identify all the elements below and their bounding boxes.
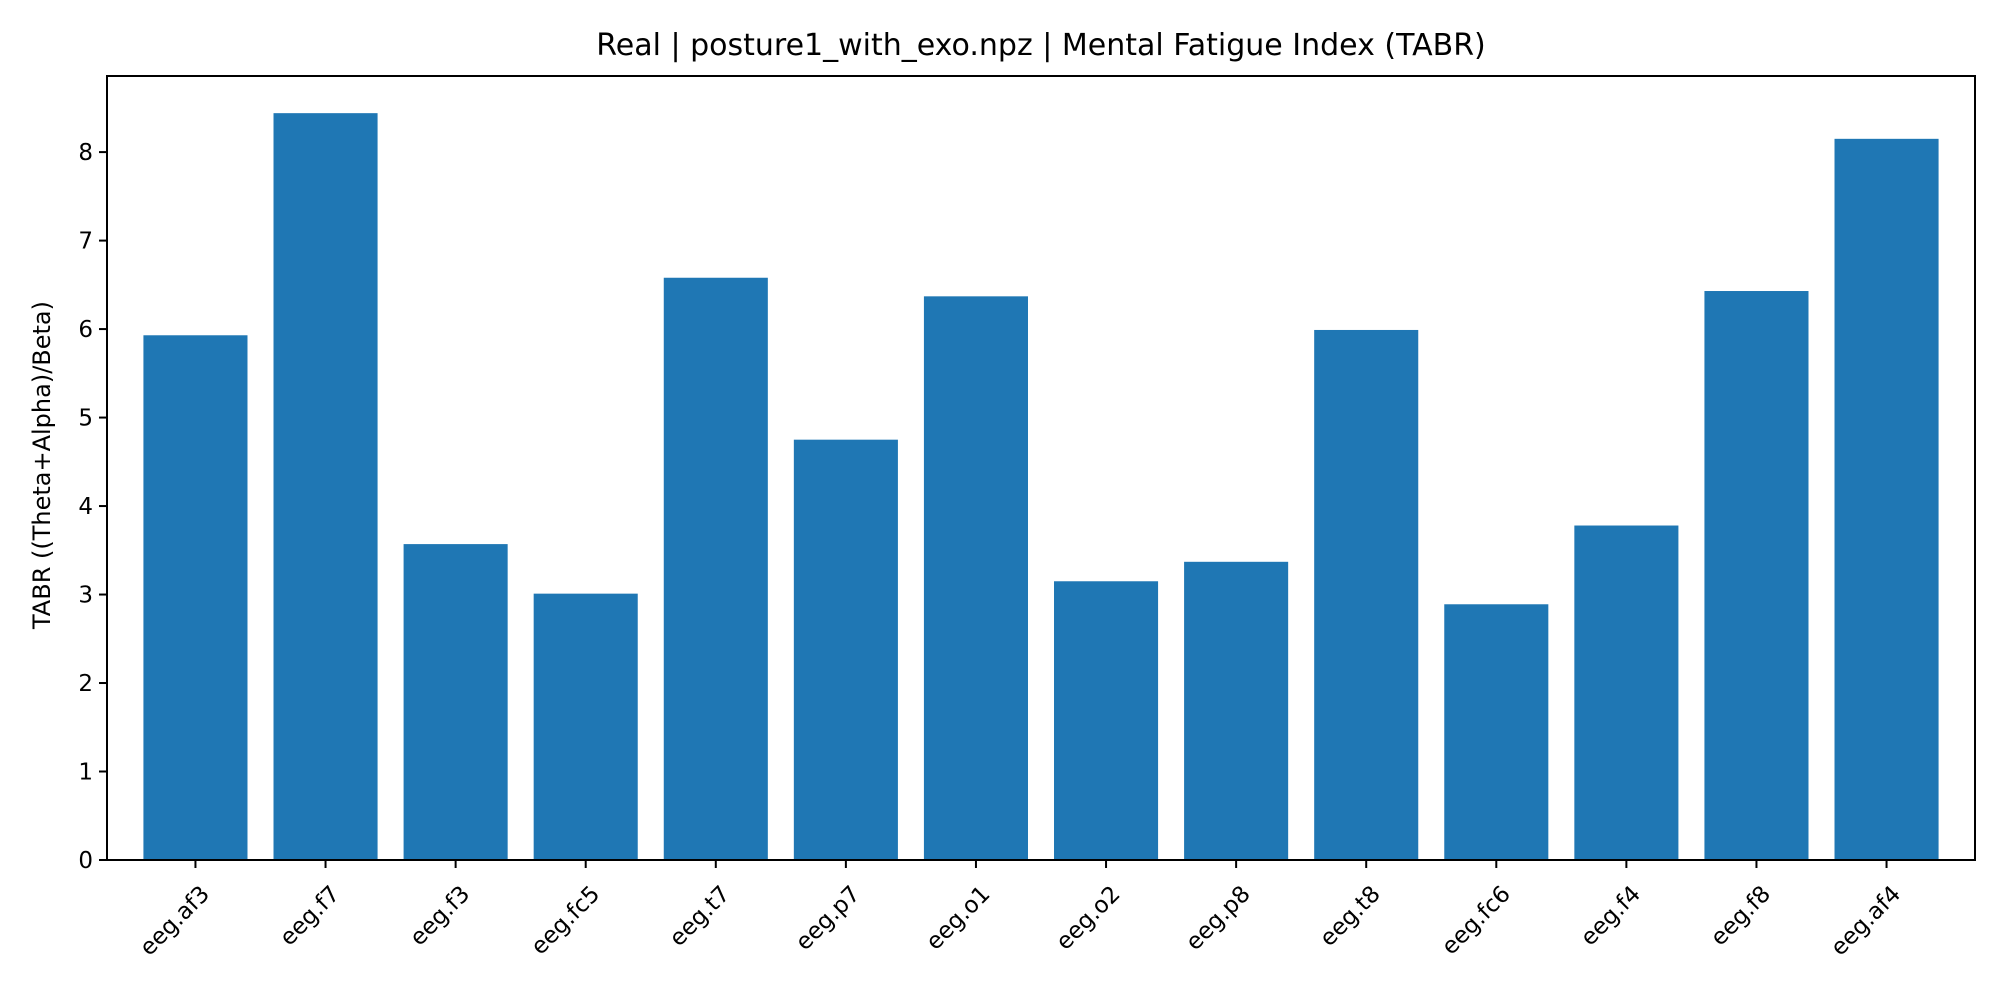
x-tick-label: eeg.fc5	[526, 881, 605, 960]
x-tick-label: eeg.f7	[275, 881, 345, 951]
x-tick-label: eeg.fc6	[1437, 881, 1516, 960]
x-tick-label: eeg.t8	[1315, 881, 1386, 952]
y-tick-label: 6	[78, 317, 93, 343]
x-tick-label: eeg.o2	[1051, 881, 1125, 955]
x-tick-label: eeg.f4	[1576, 881, 1646, 951]
bar-eeg-p7	[793, 439, 898, 860]
x-tick-label: eeg.f8	[1706, 881, 1776, 951]
x-tick-label: eeg.o1	[921, 881, 995, 955]
bar-eeg-o2	[1054, 581, 1159, 860]
bar-eeg-f4	[1574, 525, 1679, 860]
x-tick-label: eeg.p8	[1181, 881, 1256, 956]
x-tick-label: eeg.f3	[405, 881, 475, 951]
y-tick-label: 7	[78, 229, 93, 255]
bar-eeg-af3	[143, 335, 248, 860]
chart-title: Real | posture1_with_exo.npz | Mental Fa…	[596, 28, 1486, 63]
y-axis-label: TABR ((Theta+Alpha)/Beta)	[28, 301, 56, 630]
y-tick-label: 5	[78, 406, 93, 432]
bar-eeg-fc5	[533, 593, 638, 860]
x-tick-label: eeg.t7	[665, 881, 736, 952]
bar-eeg-o1	[923, 296, 1028, 861]
y-tick-label: 3	[78, 583, 93, 609]
x-tick-label: eeg.af3	[135, 881, 215, 961]
bar-eeg-f7	[273, 113, 378, 860]
plot-frame	[106, 75, 1976, 861]
bar-eeg-p8	[1184, 561, 1289, 860]
y-tick-label: 4	[78, 494, 93, 520]
bar-eeg-fc6	[1444, 604, 1549, 860]
bar-eeg-f3	[403, 544, 508, 860]
x-axis-ticks: eeg.af3 eeg.f7 eeg.f3 eeg.fc5 eeg.t7 eeg.p7 ee…	[135, 860, 1906, 961]
y-tick-label: 1	[78, 760, 93, 786]
x-tick-label: eeg.p7	[791, 881, 866, 956]
bar-eeg-t8	[1314, 329, 1419, 861]
bar-eeg-af4	[1834, 138, 1939, 860]
y-tick-label: 8	[78, 140, 93, 166]
x-tick-label: eeg.af4	[1826, 881, 1906, 961]
bar-eeg-f8	[1704, 291, 1809, 860]
y-tick-label: 2	[78, 671, 93, 697]
y-tick-label: 0	[78, 848, 93, 874]
bar-eeg-t7	[663, 277, 768, 860]
y-axis-ticks: 0 1 2 3 4 5 6 7 8	[78, 140, 107, 874]
bars-group	[143, 113, 1939, 861]
